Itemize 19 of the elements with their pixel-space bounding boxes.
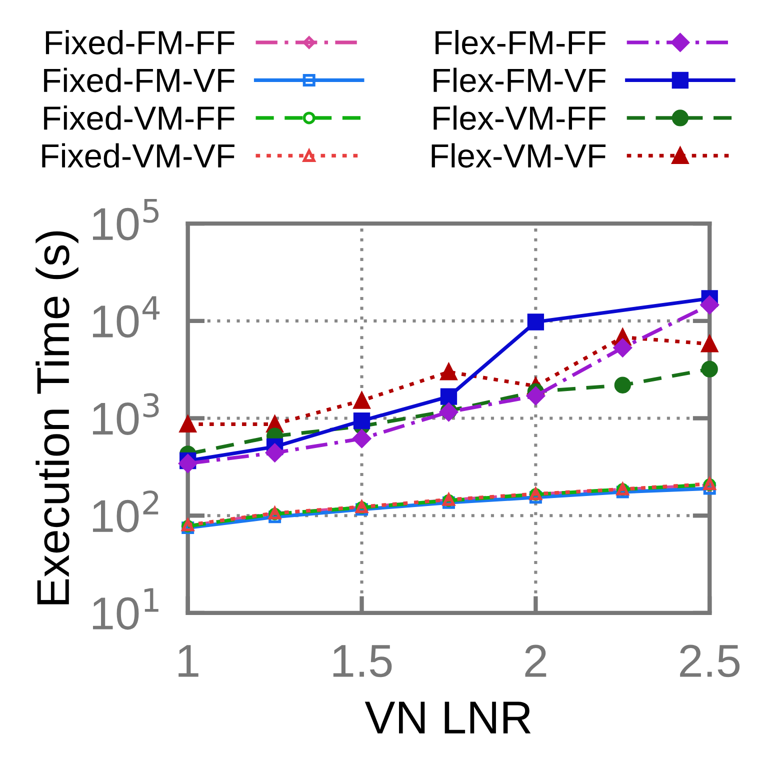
- legend-label: Flex-VM-FF: [434, 105, 606, 130]
- x-tick-label: 2: [525, 644, 546, 677]
- y-tick-label: 10$^{4}$: [93, 296, 160, 338]
- y-axis-title: Execution Time (s): [36, 231, 78, 604]
- x-tick-label: 1.5: [333, 645, 392, 678]
- legend-label: Fixed-FM-VF: [44, 68, 234, 92]
- x-tick-label: 1: [178, 645, 198, 677]
- legend-label: Fixed-VM-FF: [44, 105, 234, 130]
- legend-label: Fixed-VM-VF: [42, 143, 234, 168]
- x-axis-title: VN LNR: [364, 702, 531, 734]
- y-tick-label: 10$^{5}$: [93, 198, 159, 240]
- x-tick-label: 2.5: [680, 644, 740, 678]
- y-tick-label: 10$^{3}$: [93, 393, 159, 435]
- y-tick-label: 10$^{1}$: [93, 588, 158, 630]
- legend-label: Flex-FM-FF: [436, 30, 606, 54]
- legend-label: Fixed-FM-FF: [46, 30, 234, 54]
- legend-label: Flex-VM-VF: [432, 143, 606, 168]
- y-tick-label: 10$^{2}$: [93, 490, 158, 532]
- legend-label: Flex-FM-VF: [434, 68, 606, 92]
